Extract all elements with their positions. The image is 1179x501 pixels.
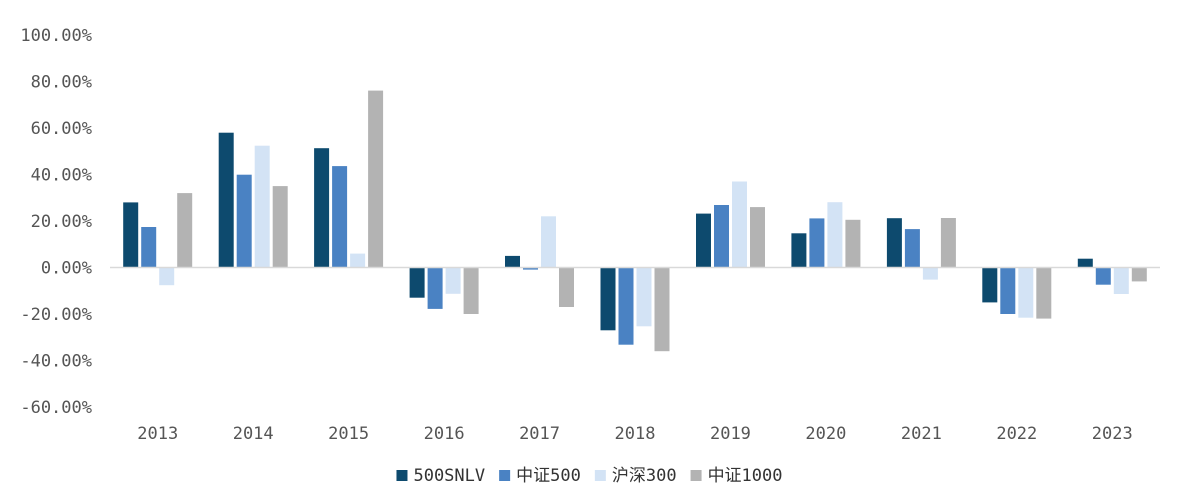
bar-中证1000-2015 [368,90,384,268]
bar-中证500-2019 [714,205,729,268]
bar-中证1000-2022 [1036,267,1052,319]
bar-沪深300-2017 [541,216,556,268]
y-tick-label: 0.00% [41,259,92,279]
legend-swatch [594,470,606,481]
legend-label: 500SNLV [413,466,485,486]
bar-中证500-2021 [904,229,920,268]
bar-沪深300-2022 [1018,267,1034,318]
legend-label: 中证500 [516,466,581,486]
bar-500SNLV-2013 [123,202,139,268]
legend-swatch [396,470,408,481]
bars-group [123,90,1147,352]
bar-500SNLV-2016 [409,267,425,298]
bar-500SNLV-2015 [314,148,330,268]
x-tick-label: 2020 [805,424,846,444]
legend: 500SNLV 中证500 沪深300 中证1000 [396,466,783,486]
y-tick-label: -20.00% [20,305,92,325]
y-axis-ticks: 100.00% 80.00% 60.00% 40.00% 20.00% 0.00% -20.… [20,26,92,418]
bar-中证500-2014 [236,174,252,268]
bar-中证500-2023 [1095,267,1111,285]
bar-沪深300-2016 [445,267,461,294]
x-tick-label: 2022 [996,424,1037,444]
bar-中证500-2020 [809,218,825,268]
bar-沪深300-2013 [159,267,175,286]
bar-沪深300-2014 [254,145,270,268]
bar-500SNLV-2022 [982,267,998,303]
legend-swatch [690,470,702,481]
x-tick-label: 2023 [1092,424,1133,444]
legend-item: 沪深300 [594,466,677,486]
bar-中证1000-2017 [559,267,574,307]
bar-中证1000-2018 [654,267,670,352]
y-tick-label: 80.00% [31,73,92,93]
bar-中证500-2015 [332,166,348,268]
bar-500SNLV-2023 [1077,258,1093,268]
bar-中证500-2017 [523,267,538,270]
bar-中证1000-2020 [845,219,861,268]
bar-中证500-2016 [427,267,443,309]
bar-中证1000-2014 [272,186,288,268]
y-tick-label: 40.00% [31,166,92,186]
y-tick-label: -40.00% [20,352,92,372]
x-tick-label: 2016 [424,424,465,444]
y-tick-label: 60.00% [31,119,92,139]
bar-沪深300-2020 [827,202,843,268]
x-tick-label: 2017 [519,424,560,444]
x-tick-label: 2013 [137,424,178,444]
legend-label: 沪深300 [612,466,677,486]
y-tick-label: -60.00% [20,398,92,418]
bar-中证1000-2013 [177,193,193,268]
y-tick-label: 20.00% [31,212,92,232]
legend-item: 中证500 [499,466,581,486]
bar-沪深300-2023 [1113,267,1129,294]
bar-500SNLV-2021 [886,218,902,268]
legend-item: 500SNLV [396,466,485,486]
y-tick-label: 100.00% [20,26,92,46]
bar-500SNLV-2020 [791,233,807,268]
legend-label: 中证1000 [708,466,783,486]
bar-中证500-2013 [141,227,157,268]
x-tick-label: 2021 [901,424,942,444]
bar-500SNLV-2019 [696,213,711,268]
x-tick-label: 2019 [710,424,751,444]
x-tick-label: 2018 [615,424,656,444]
bar-沪深300-2021 [922,267,938,280]
x-axis-ticks: 2013 2014 2015 2016 2017 2018 2019 2020 2021 2022… [137,424,1132,444]
legend-swatch [499,470,511,481]
bar-沪深300-2015 [350,253,366,268]
bar-中证500-2022 [1000,267,1016,314]
x-tick-label: 2015 [328,424,369,444]
bar-中证1000-2019 [750,207,765,268]
bar-沪深300-2019 [732,181,747,268]
legend-item: 中证1000 [690,466,783,486]
bar-500SNLV-2018 [600,267,616,331]
x-tick-label: 2014 [233,424,274,444]
bar-中证1000-2023 [1131,267,1147,282]
bar-500SNLV-2014 [218,132,234,268]
bar-中证1000-2016 [463,267,479,314]
bar-500SNLV-2017 [505,255,520,268]
bar-沪深300-2018 [636,267,652,327]
bar-中证500-2018 [618,267,634,345]
bar-中证1000-2021 [940,218,956,268]
